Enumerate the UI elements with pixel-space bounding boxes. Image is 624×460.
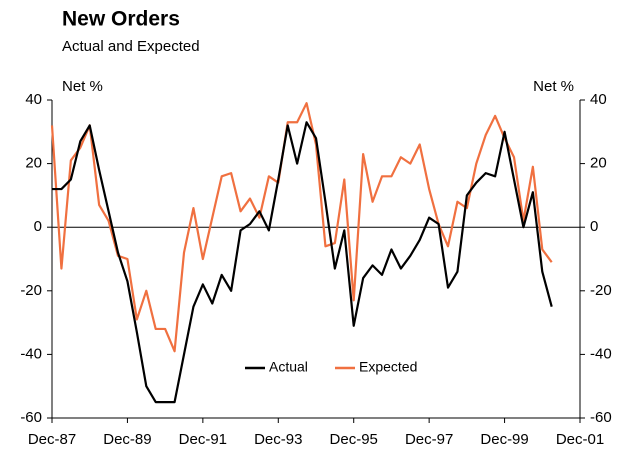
x-tick-label: Dec-95 <box>330 431 378 448</box>
legend-label: Expected <box>359 359 417 375</box>
series-line <box>52 121 553 404</box>
y-tick-label: 0 <box>34 218 42 235</box>
x-tick-label: Dec-91 <box>179 431 227 448</box>
y2-axis-label: Net % <box>533 78 574 95</box>
y2-tick-label: -40 <box>590 345 612 362</box>
y2-tick-label: 20 <box>590 155 607 172</box>
y-tick-label: 20 <box>25 155 42 172</box>
x-tick-label: Dec-97 <box>405 431 453 448</box>
y2-tick-label: 0 <box>590 218 598 235</box>
series-line <box>50 102 553 353</box>
x-tick-label: Dec-89 <box>103 431 151 448</box>
x-tick-label: Dec-93 <box>254 431 302 448</box>
chart-title: New Orders <box>62 8 180 31</box>
y2-tick-label: -20 <box>590 282 612 299</box>
y2-tick-label: -60 <box>590 409 612 426</box>
x-tick-label: Dec-99 <box>480 431 528 448</box>
chart-subtitle: Actual and Expected <box>62 38 200 55</box>
y-tick-label: -40 <box>20 345 42 362</box>
y-axis-label: Net % <box>62 78 103 95</box>
y-tick-label: -20 <box>20 282 42 299</box>
y-tick-label: -60 <box>20 409 42 426</box>
x-tick-label: Dec-87 <box>28 431 76 448</box>
y-tick-label: 40 <box>25 91 42 108</box>
legend-label: Actual <box>269 359 308 375</box>
y2-tick-label: 40 <box>590 91 607 108</box>
x-tick-label: Dec-01 <box>556 431 604 448</box>
